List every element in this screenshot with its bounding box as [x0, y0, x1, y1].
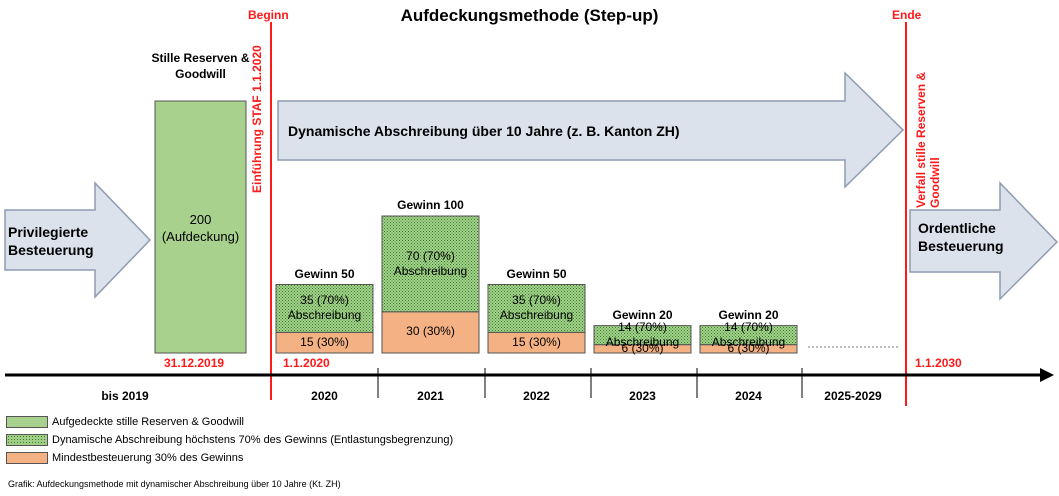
reserves-heading: Stille Reserven & Goodwill [151, 51, 250, 81]
gewinn-label: Gewinn 100 [397, 198, 464, 212]
date-2020: 1.1.2020 [283, 356, 330, 370]
abschreibung-bar [381, 215, 480, 313]
minimum-bar [699, 344, 798, 354]
privileged-arrow [4, 181, 152, 299]
legend-label: Dynamische Abschreibung höchstens 70% de… [52, 434, 454, 446]
dynamic-arrow [277, 71, 905, 189]
ordinary-arrow-label: Ordentliche Besteuerung [918, 220, 1004, 254]
legend-swatch-salmon [6, 452, 48, 464]
caption: Grafik: Aufdeckungsmethode mit dynamisch… [8, 479, 341, 489]
staf-label: Einführung STAF 1.1.2020 [250, 45, 264, 193]
reserves-value: 200 (Aufdeckung) [161, 212, 240, 244]
legend-swatch-green [6, 416, 48, 428]
page-title: Aufdeckungsmethode (Step-up) [400, 6, 659, 25]
minimum-bar [593, 344, 692, 354]
timeline-year: 2024 [735, 389, 762, 403]
gewinn-label: Gewinn 50 [294, 266, 355, 281]
ordinary-arrow [909, 181, 1059, 301]
legend-label: Aufgedeckte stille Reserven & Goodwill [52, 416, 244, 428]
reserves-box [154, 100, 247, 354]
timeline-2025-2029: 2025-2029 [824, 389, 882, 403]
abschreibung-bar [275, 284, 374, 333]
legend-swatch-dotted [6, 434, 48, 446]
verfall-label: Verfall stille Reserven & Goodwill [914, 71, 942, 208]
minimum-label: 6 (30%) [727, 340, 770, 355]
timeline-bis-2019: bis 2019 [101, 389, 149, 403]
legend-item-minimum: Mindestbesteuerung 30% des Gewinns [6, 450, 243, 466]
gewinn-label: Gewinn 50 [506, 266, 567, 281]
abschreibung-label: 35 (70%) Abschreibung [499, 293, 574, 323]
gewinn-label: Gewinn 20 [718, 307, 779, 322]
minimum-label: 15 (30%) [512, 334, 561, 349]
abschreibung-label: 14 (70%) Abschreibung [711, 320, 786, 350]
gewinn-label: Gewinn 20 [612, 307, 673, 322]
begin-label: Beginn [248, 8, 289, 22]
minimum-label: 15 (30%) [300, 334, 349, 349]
minimum-bar [381, 311, 480, 354]
date-2030: 1.1.2030 [915, 356, 962, 370]
abschreibung-label: 14 (70%) Abschreibung [605, 320, 680, 350]
timeline-arrowhead [1040, 368, 1054, 382]
minimum-label: 6 (30%) [621, 340, 664, 355]
legend-item-reserves: Aufgedeckte stille Reserven & Goodwill [6, 414, 244, 430]
timeline-year: 2020 [311, 389, 338, 403]
abschreibung-label: 35 (70%) Abschreibung [287, 293, 362, 323]
date-2019: 31.12.2019 [164, 356, 225, 370]
timeline-year: 2021 [417, 389, 444, 403]
timeline-year: 2023 [629, 389, 656, 403]
end-label: Ende [892, 8, 922, 22]
legend-item-dynamic: Dynamische Abschreibung höchstens 70% de… [6, 432, 453, 448]
abschreibung-bar [487, 284, 586, 333]
minimum-bar [275, 331, 374, 354]
abschreibung-label: 70 (70%) Abschreibung [393, 248, 468, 278]
dynamic-arrow-label: Dynamische Abschreibung über 10 Jahre (z… [288, 123, 680, 139]
privileged-arrow-label: Privilegierte Besteuerung [8, 224, 94, 258]
minimum-bar [487, 331, 586, 354]
minimum-label: 30 (30%) [406, 324, 455, 339]
legend-label: Mindestbesteuerung 30% des Gewinns [52, 452, 244, 464]
timeline-year: 2022 [523, 389, 550, 403]
